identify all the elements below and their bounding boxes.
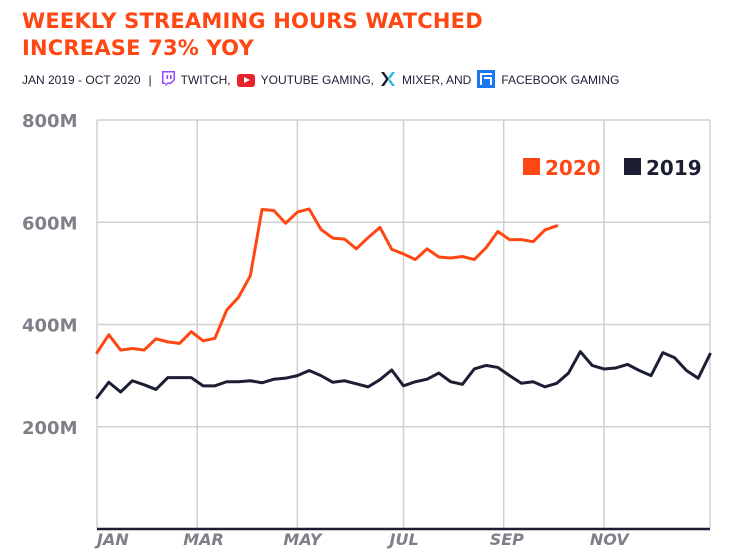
legend-swatch-2019 xyxy=(624,158,641,175)
platform-twitch-label: TWITCH, xyxy=(180,73,231,87)
twitch-icon xyxy=(160,70,175,90)
x-tick-label: MAR xyxy=(183,530,224,549)
y-tick-label: 200M xyxy=(22,418,78,439)
x-tick-label: SEP xyxy=(490,530,524,549)
series-layer xyxy=(95,207,712,400)
chart-title-line1: WEEKLY STREAMING HOURS WATCHED xyxy=(22,9,483,33)
mixer-icon xyxy=(380,71,396,90)
series-line-2020 xyxy=(95,207,559,355)
platform-mixer-label: MIXER, AND xyxy=(401,73,472,87)
legend-label-2020: 2020 xyxy=(545,156,601,180)
y-tick-label: 400M xyxy=(22,316,78,337)
x-tick-label: JAN xyxy=(94,530,129,549)
x-tick-label: MAY xyxy=(283,530,322,549)
legend: 2020 2019 xyxy=(523,156,702,180)
x-tick-label: JUL xyxy=(387,530,419,549)
platform-youtube-label: YOUTUBE GAMING, xyxy=(260,73,374,87)
chart-title: WEEKLY STREAMING HOURS WATCHED INCREASE … xyxy=(22,8,483,62)
platform-facebook-gaming-label: FACEBOOK GAMING xyxy=(501,73,620,87)
chart-subtitle: JAN 2019 - OCT 2020 | TWITCH, YOUTUBE GA… xyxy=(22,69,737,91)
legend-swatch-2020 xyxy=(523,158,540,175)
series-line-2019 xyxy=(95,350,712,400)
x-tick-label: NOV xyxy=(590,530,630,549)
chart-title-line2: INCREASE 73% YOY xyxy=(22,36,254,60)
legend-label-2019: 2019 xyxy=(646,156,702,180)
separator: | xyxy=(148,73,152,87)
y-tick-label: 600M xyxy=(22,213,78,234)
facebook-gaming-icon xyxy=(477,69,496,91)
y-tick-label: 800M xyxy=(22,111,78,132)
date-range: JAN 2019 - OCT 2020 xyxy=(22,73,141,87)
youtube-icon xyxy=(236,73,255,87)
grid-layer: 200M 400M 600M 800M JAN MAR MAY JUL SEP NOV xyxy=(22,111,711,549)
